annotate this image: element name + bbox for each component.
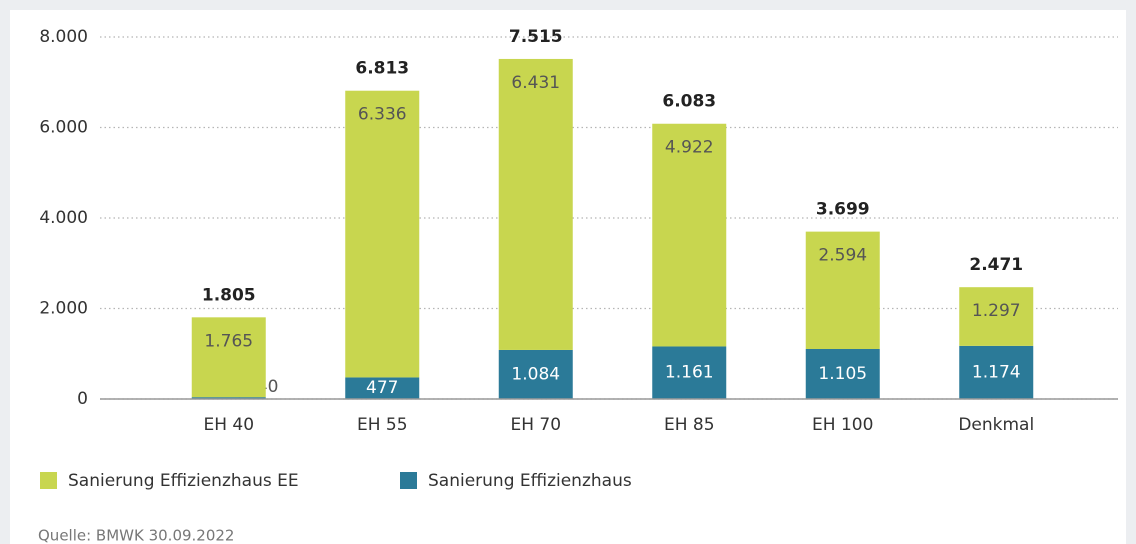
y-tick-label: 2.000	[39, 299, 88, 319]
y-tick-label: 8.000	[39, 27, 88, 47]
bar-segment	[805, 348, 880, 399]
bar-segment	[191, 317, 266, 398]
bar-segment	[345, 90, 420, 378]
y-tick-label: 4.000	[39, 208, 88, 228]
x-tick-label: EH 70	[510, 415, 561, 435]
total-label: 2.471	[969, 255, 1023, 275]
bar-segment	[191, 397, 266, 399]
x-tick-label: EH 55	[357, 415, 408, 435]
total-label: 3.699	[816, 200, 870, 220]
legend-label: Sanierung Effizienzhaus EE	[68, 471, 299, 491]
value-label: 1.161	[665, 363, 714, 383]
value-label: 2.594	[818, 246, 867, 266]
legend-swatch	[400, 472, 417, 489]
y-tick-label: 6.000	[39, 118, 88, 138]
bar-segment	[498, 349, 573, 399]
bar-segment	[959, 287, 1034, 346]
source: Quelle: BMWK 30.09.2022	[38, 527, 234, 544]
value-label: 1.084	[511, 364, 560, 384]
bar-segment	[805, 231, 880, 349]
value-label: 1.105	[818, 364, 867, 384]
value-label: 6.431	[511, 73, 560, 93]
x-tick-label: EH 85	[664, 415, 715, 435]
x-tick-label: EH 40	[203, 415, 254, 435]
value-label: 1.174	[972, 362, 1021, 382]
value-label: 6.336	[358, 105, 407, 125]
bar-segment	[498, 58, 573, 350]
x-tick-label: EH 100	[812, 415, 873, 435]
y-tick-label: 0	[77, 389, 88, 409]
total-label: 7.515	[509, 27, 563, 47]
bar-segment	[959, 345, 1034, 399]
bar-segment	[652, 123, 727, 347]
bar-segment	[652, 346, 727, 399]
value-label: 4.922	[665, 138, 714, 158]
total-label: 6.813	[355, 59, 409, 79]
legend-label: Sanierung Effizienzhaus	[428, 471, 632, 491]
total-label: 1.805	[202, 285, 256, 305]
x-tick-label: Denkmal	[958, 415, 1034, 435]
bar-segment	[345, 377, 420, 399]
total-label: 6.083	[662, 92, 716, 112]
legend-swatch	[40, 472, 57, 489]
value-label: 477	[366, 378, 398, 398]
value-label: 1.297	[972, 301, 1021, 321]
value-label: 1.765	[204, 331, 253, 351]
